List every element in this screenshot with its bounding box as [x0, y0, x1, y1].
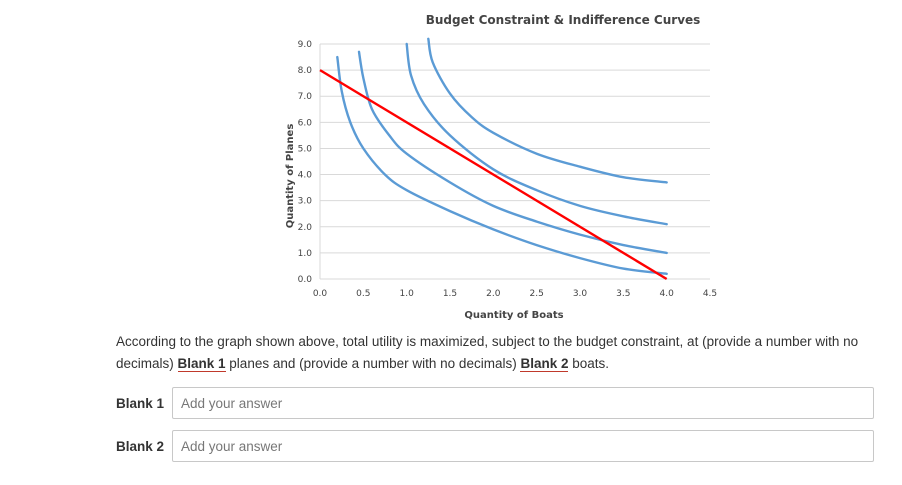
- x-tick-label: 1.0: [400, 289, 415, 299]
- x-tick-label: 0.5: [356, 289, 370, 299]
- x-tick-label: 3.5: [616, 289, 630, 299]
- blank-1-input[interactable]: [172, 387, 874, 419]
- y-tick-label: 4.0: [298, 171, 313, 181]
- y-tick-label: 8.0: [298, 66, 313, 76]
- question-text: According to the graph shown above, tota…: [116, 331, 876, 375]
- blank-1-label: Blank 1: [116, 395, 165, 411]
- y-axis-title: Quantity of Planes: [285, 124, 296, 229]
- y-tick-label: 0.0: [298, 275, 313, 285]
- blank-2-reference: Blank 2: [520, 356, 569, 372]
- x-tick-label: 3.0: [573, 289, 588, 299]
- blank-2-label: Blank 2: [116, 438, 165, 454]
- y-tick-label: 7.0: [298, 92, 313, 102]
- x-axis-title: Quantity of Boats: [464, 310, 563, 321]
- y-tick-label: 6.0: [298, 118, 313, 128]
- indifference-curve-4: [427, 37, 668, 184]
- budget-line: [319, 69, 668, 281]
- y-tick-label: 3.0: [298, 197, 313, 207]
- indifference-curve-1: [336, 55, 668, 275]
- y-tick-label: 2.0: [298, 223, 313, 233]
- y-tick-labels: 0.0 1.0 2.0 3.0 4.0 5.0 6.0 7.0 8.0 9.0: [298, 40, 313, 285]
- x-tick-label: 1.5: [443, 289, 457, 299]
- blank-1-reference: Blank 1: [177, 356, 226, 372]
- question-part-2: planes and (provide a number with no dec…: [225, 356, 521, 371]
- y-tick-label: 9.0: [298, 40, 313, 50]
- indifference-curve-3: [405, 42, 668, 226]
- x-tick-label: 4.0: [660, 289, 675, 299]
- gridlines: [319, 43, 710, 280]
- chart-title: Budget Constraint & Indifference Curves: [426, 13, 701, 27]
- question-part-3: boats.: [568, 356, 610, 371]
- x-tick-label: 4.5: [703, 289, 717, 299]
- blank-2-input[interactable]: [172, 430, 874, 462]
- y-tick-label: 1.0: [298, 249, 313, 259]
- answer-row-blank-2: Blank 2: [116, 429, 874, 463]
- indifference-curve-2: [357, 50, 668, 255]
- budget-indifference-chart: Budget Constraint & Indifference Curves …: [285, 13, 717, 321]
- x-tick-label: 2.0: [486, 289, 501, 299]
- y-tick-label: 5.0: [298, 144, 313, 154]
- x-tick-labels: 0.0 0.5 1.0 1.5 2.0 2.5 3.0 3.5 4.0 4.5: [313, 289, 717, 299]
- x-tick-label: 0.0: [313, 289, 328, 299]
- answer-row-blank-1: Blank 1: [116, 386, 874, 420]
- x-tick-label: 2.5: [530, 289, 544, 299]
- question-part-1: According to the graph shown above, tota…: [116, 334, 859, 371]
- series-group: [319, 37, 668, 281]
